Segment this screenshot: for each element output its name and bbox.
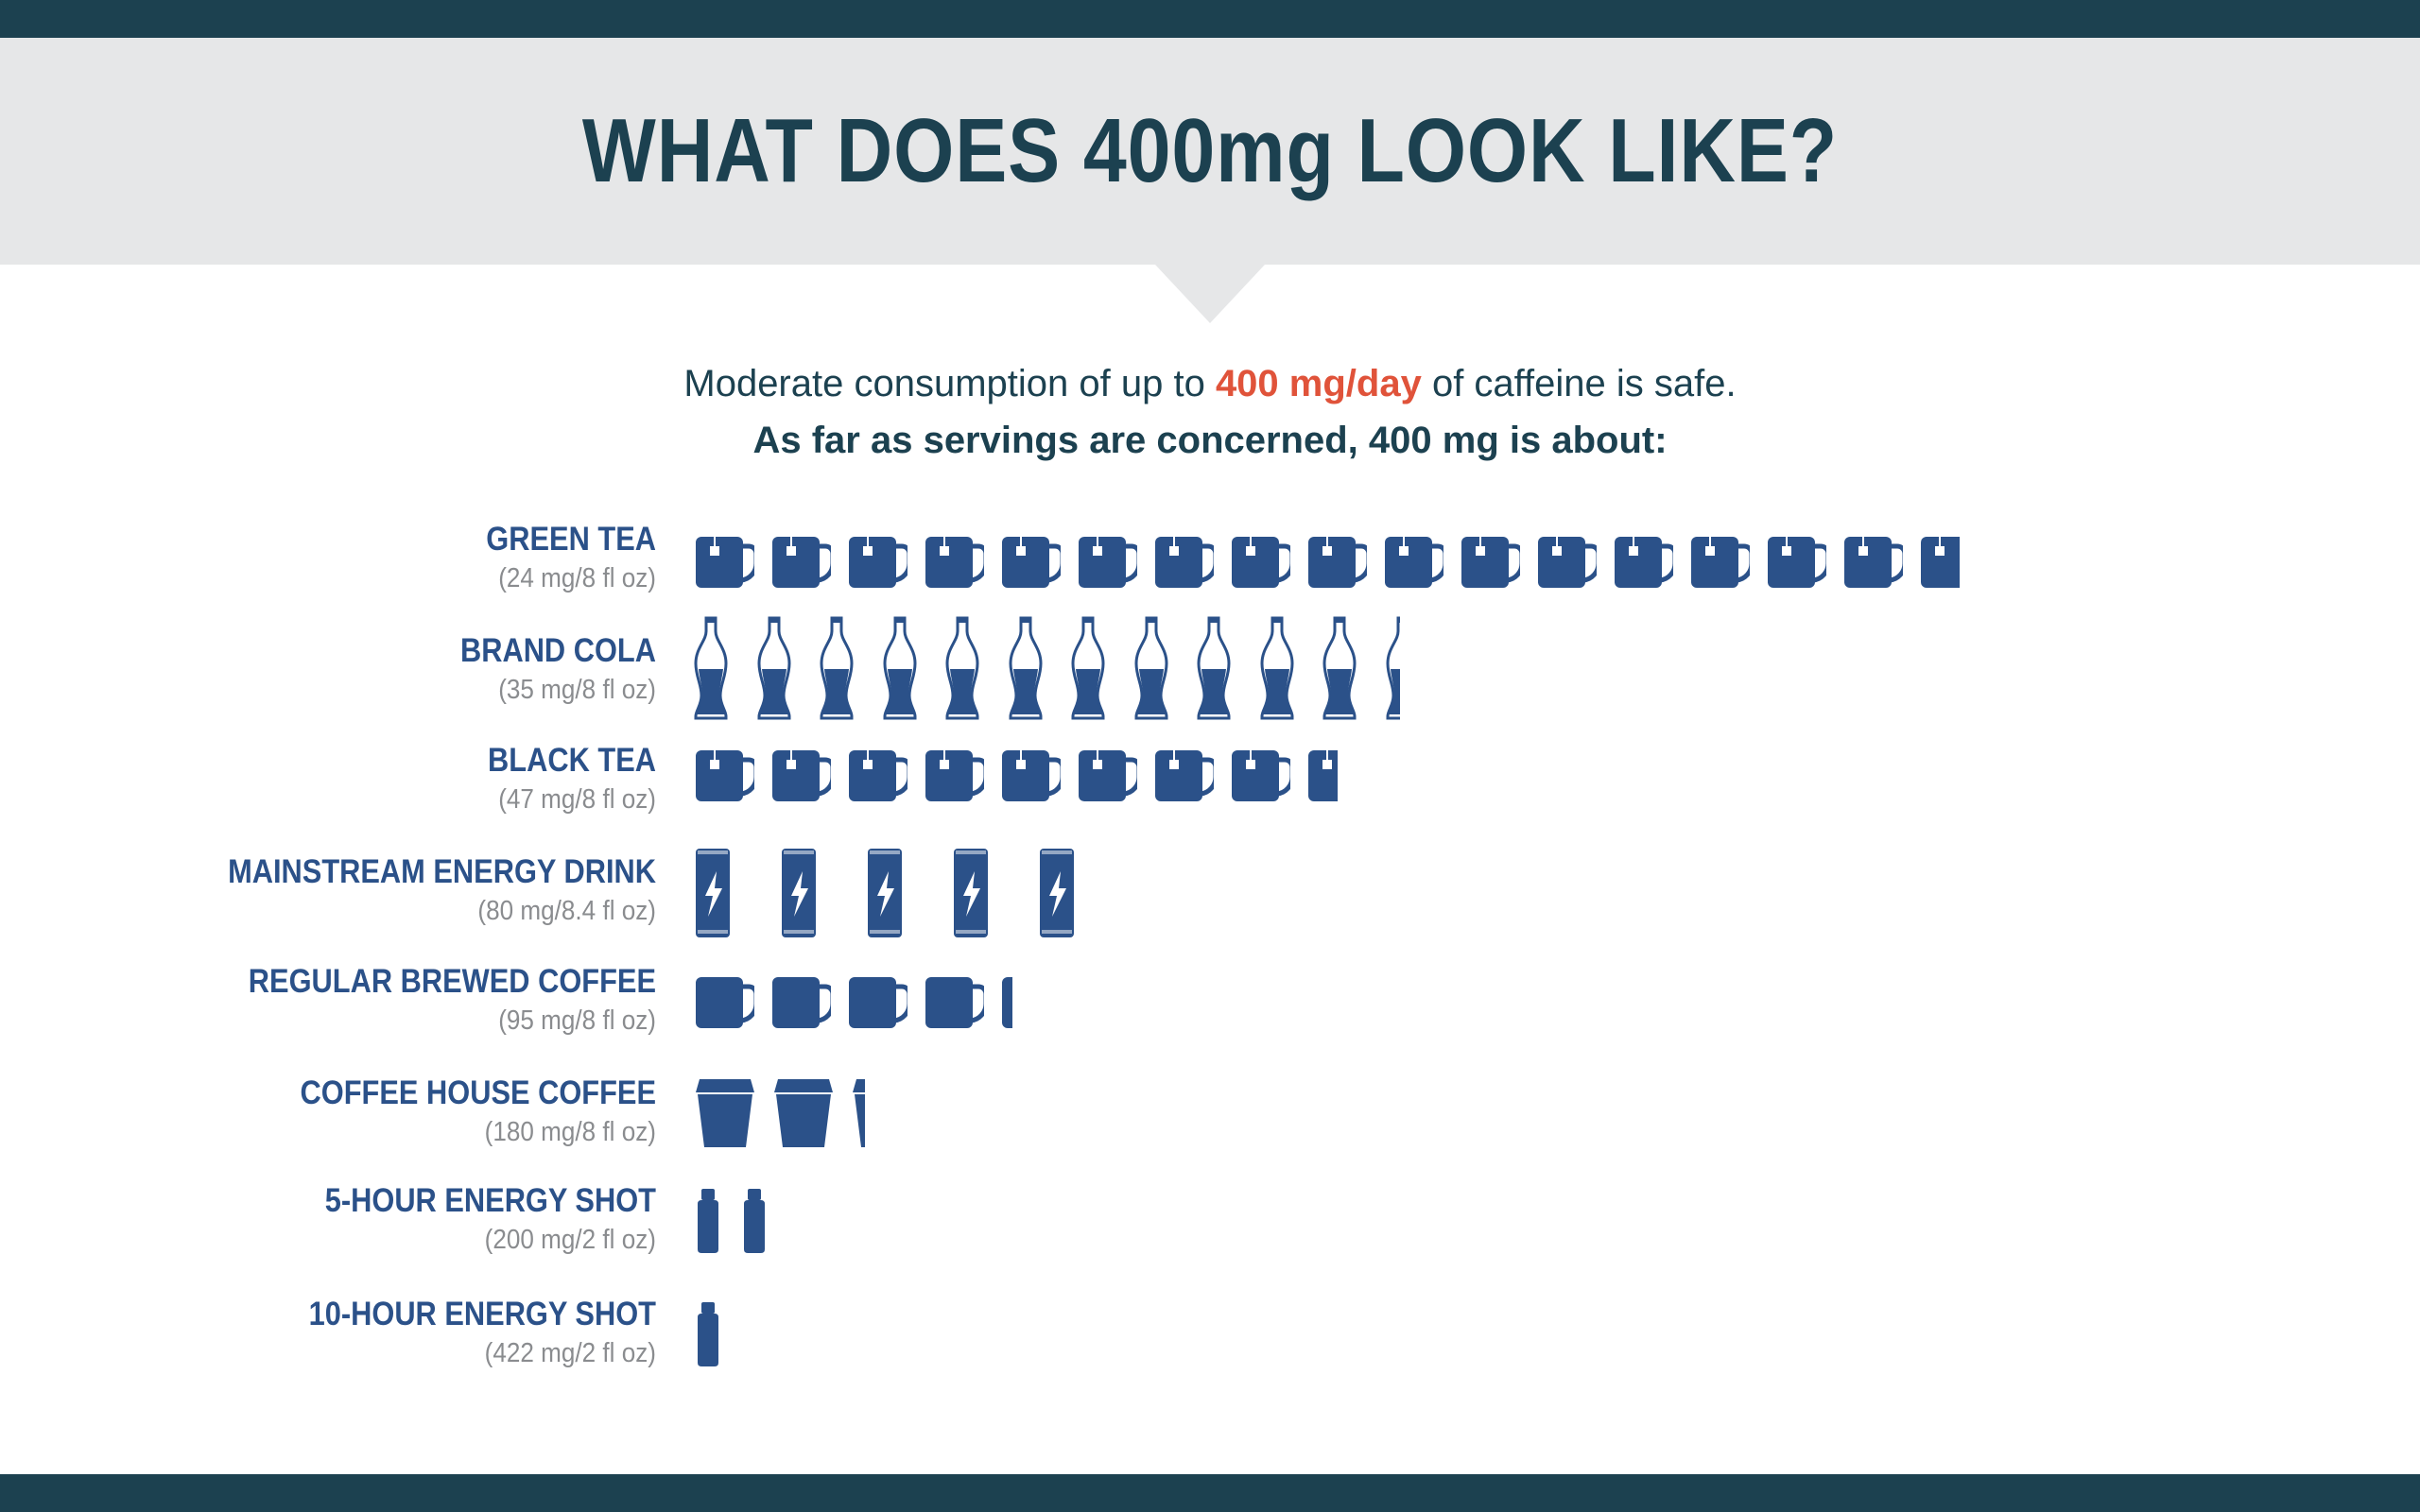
cola-bottle-partial-icon <box>1386 616 1400 720</box>
row-label: 5-HOUR ENERGY SHOT (200 mg/2 fl oz) <box>142 1181 656 1259</box>
cola-bottle-icon <box>1197 616 1231 720</box>
teabag-mug-partial-icon <box>1308 750 1338 801</box>
row-label: BRAND COLA (35 mg/8 fl oz) <box>142 631 656 709</box>
shot-bottle-icon <box>744 1189 765 1253</box>
shot-bottle-icon <box>698 1189 718 1253</box>
coffee-mug-partial-icon <box>1002 977 1012 1028</box>
teabag-mug-icon <box>1385 537 1443 588</box>
drink-name: BRAND COLA <box>459 632 656 669</box>
energy-can-icon <box>696 849 730 937</box>
teabag-mug-icon <box>772 537 831 588</box>
cola-bottle-icon <box>1260 616 1294 720</box>
serving-caffeine: (47 mg/8 fl oz) <box>498 784 656 815</box>
teabag-mug-icon <box>1844 537 1903 588</box>
cola-bottle-icon <box>820 616 854 720</box>
row-label: MAINSTREAM ENERGY DRINK (80 mg/8.4 fl oz) <box>142 852 656 930</box>
cola-bottle-icon <box>694 616 728 720</box>
teabag-mug-icon <box>1461 537 1520 588</box>
teabag-mug-icon <box>696 537 754 588</box>
teabag-mug-icon <box>1002 537 1061 588</box>
teabag-mug-icon <box>772 750 831 801</box>
teabag-mug-icon <box>1538 537 1597 588</box>
teabag-mug-icon <box>696 750 754 801</box>
serving-caffeine: (200 mg/2 fl oz) <box>484 1225 656 1255</box>
teabag-mug-icon <box>1155 537 1214 588</box>
serving-caffeine: (180 mg/8 fl oz) <box>484 1117 656 1147</box>
teabag-mug-icon <box>925 750 984 801</box>
teabag-mug-icon <box>1308 537 1367 588</box>
coffee-mug-icon <box>696 977 754 1028</box>
serving-caffeine: (95 mg/8 fl oz) <box>498 1005 656 1036</box>
bottom-bar <box>0 1474 2420 1512</box>
top-bar <box>0 0 2420 38</box>
serving-caffeine: (80 mg/8.4 fl oz) <box>477 896 656 926</box>
teabag-mug-icon <box>1615 537 1673 588</box>
drink-name: GREEN TEA <box>486 521 656 558</box>
cola-bottle-icon <box>757 616 791 720</box>
energy-can-icon <box>868 849 902 937</box>
drink-name: BLACK TEA <box>488 742 656 779</box>
cola-bottle-icon <box>1134 616 1168 720</box>
intro-line-1: Moderate consumption of up to 400 mg/day… <box>0 357 2420 410</box>
row-label: COFFEE HOUSE COFFEE (180 mg/8 fl oz) <box>142 1074 656 1151</box>
coffee-mug-icon <box>772 977 831 1028</box>
teabag-mug-icon <box>1232 750 1290 801</box>
intro-text-after: of caffeine is safe. <box>1421 363 1737 404</box>
teabag-mug-icon <box>1232 537 1290 588</box>
cola-bottle-icon <box>945 616 979 720</box>
row-label: BLACK TEA (47 mg/8 fl oz) <box>142 741 656 818</box>
teabag-mug-icon <box>1079 750 1137 801</box>
teabag-mug-icon <box>1691 537 1750 588</box>
takeaway-cup-partial-icon <box>853 1079 865 1147</box>
coffee-mug-icon <box>925 977 984 1028</box>
cola-bottle-icon <box>1071 616 1105 720</box>
title-pointer <box>1155 265 1265 323</box>
drink-name: MAINSTREAM ENERGY DRINK <box>228 853 656 890</box>
teabag-mug-icon <box>1002 750 1061 801</box>
teabag-mug-icon <box>849 537 908 588</box>
daily-limit-highlight: 400 mg/day <box>1215 363 1422 404</box>
intro-text-before: Moderate consumption of up to <box>683 363 1216 404</box>
drink-name: REGULAR BREWED COFFEE <box>248 963 656 1000</box>
energy-can-icon <box>782 849 816 937</box>
title-band <box>0 38 2420 265</box>
cola-bottle-icon <box>1322 616 1357 720</box>
shot-bottle-partial-icon <box>698 1302 718 1366</box>
serving-caffeine: (24 mg/8 fl oz) <box>498 563 656 593</box>
teabag-mug-icon <box>1155 750 1214 801</box>
serving-caffeine: (422 mg/2 fl oz) <box>484 1338 656 1368</box>
energy-can-icon <box>954 849 988 937</box>
teabag-mug-partial-icon <box>1921 537 1960 588</box>
teabag-mug-icon <box>1079 537 1137 588</box>
takeaway-cup-icon <box>696 1079 754 1147</box>
cola-bottle-icon <box>883 616 917 720</box>
teabag-mug-icon <box>849 750 908 801</box>
row-label: 10-HOUR ENERGY SHOT (422 mg/2 fl oz) <box>142 1295 656 1372</box>
serving-caffeine: (35 mg/8 fl oz) <box>498 675 656 705</box>
teabag-mug-icon <box>1768 537 1826 588</box>
drink-name: 5-HOUR ENERGY SHOT <box>324 1182 656 1219</box>
drink-name: COFFEE HOUSE COFFEE <box>300 1074 656 1111</box>
cola-bottle-icon <box>1009 616 1043 720</box>
page-title: WHAT DOES 400mg LOOK LIKE? <box>581 100 1839 201</box>
row-label: REGULAR BREWED COFFEE (95 mg/8 fl oz) <box>142 962 656 1040</box>
teabag-mug-icon <box>925 537 984 588</box>
takeaway-cup-icon <box>774 1079 833 1147</box>
drink-name: 10-HOUR ENERGY SHOT <box>308 1296 656 1332</box>
coffee-mug-icon <box>849 977 908 1028</box>
row-label: GREEN TEA (24 mg/8 fl oz) <box>142 520 656 597</box>
energy-can-icon <box>1040 849 1074 937</box>
intro-line-2: As far as servings are concerned, 400 mg… <box>752 420 1668 461</box>
